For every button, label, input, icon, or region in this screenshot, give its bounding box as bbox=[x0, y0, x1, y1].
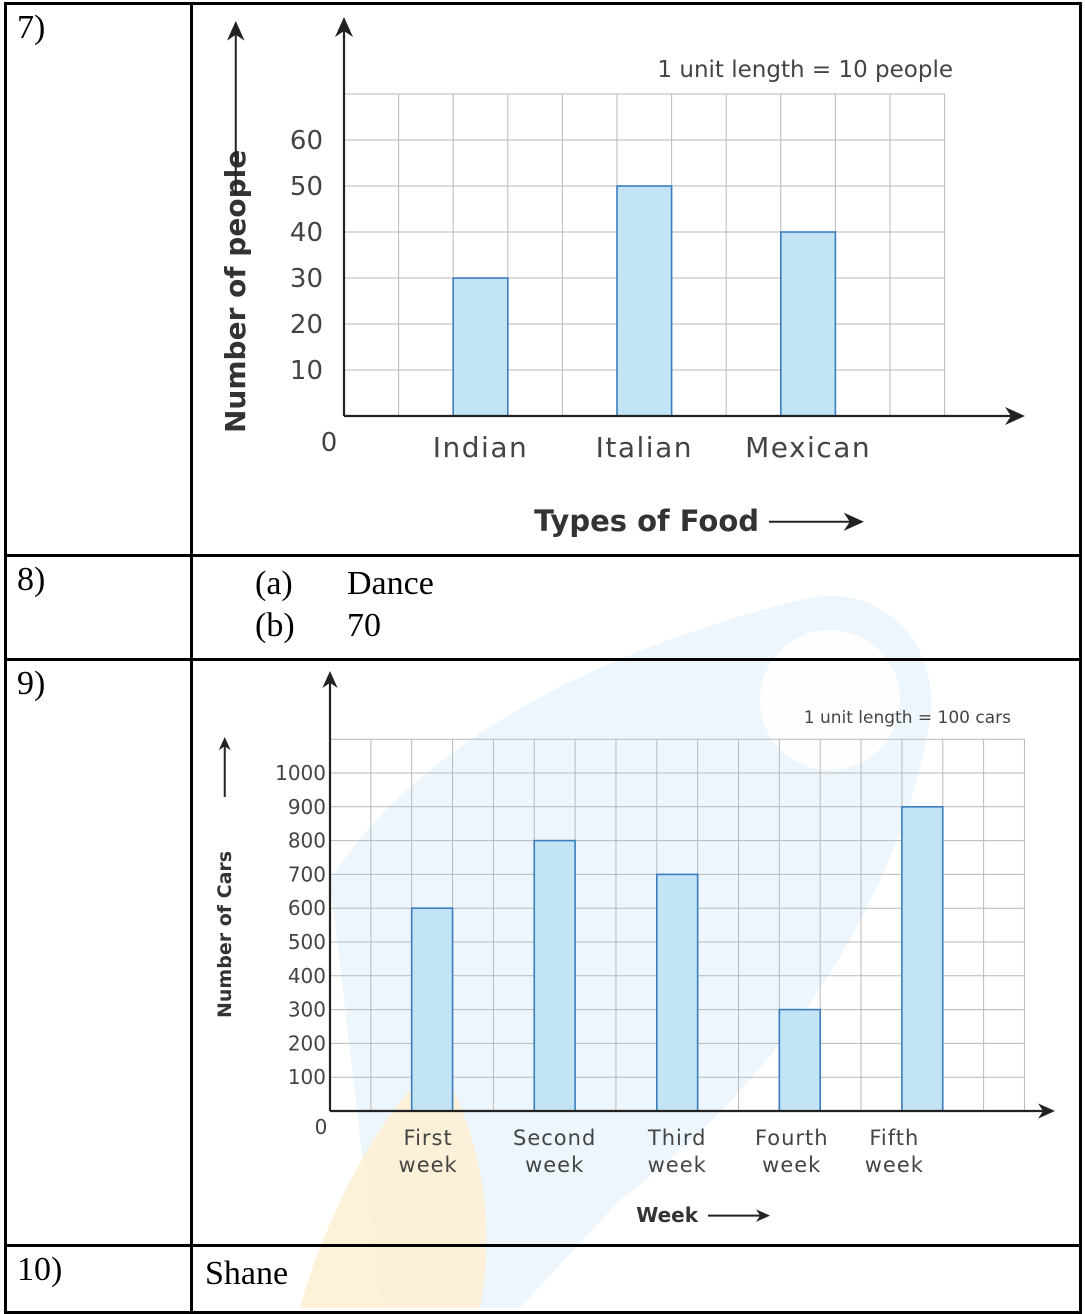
y-axis-title: Number of Cars bbox=[214, 851, 236, 1018]
part-answer: 70 bbox=[347, 607, 381, 644]
cars-bar-chart-svg: 100 200 300 400 500 600 700 800 900 1000 0 First wee… bbox=[214, 671, 1055, 1227]
x-tick-label: week bbox=[762, 1153, 821, 1177]
y-tick-label: 50 bbox=[290, 172, 323, 202]
part-letter: (a) bbox=[255, 565, 293, 602]
origin-label: 0 bbox=[321, 428, 338, 458]
answer-cell: 10 20 30 40 50 60 0 Indian Italian Mexican 1 unit … bbox=[190, 2, 1082, 557]
y-axis-title-arrow bbox=[226, 21, 245, 41]
y-tick-label: 800 bbox=[288, 829, 326, 853]
y-tick-label: 10 bbox=[290, 356, 323, 386]
table-row: 8) (a) Dance (b) 70 bbox=[4, 554, 1082, 661]
y-tick-label: 20 bbox=[290, 310, 323, 340]
answer-cell: Shane bbox=[190, 1244, 1082, 1314]
food-bar-chart: 10 20 30 40 50 60 0 Indian Italian Mexican 1 unit … bbox=[193, 5, 1085, 550]
x-tick-label: Mexican bbox=[745, 431, 871, 464]
part-answer: Dance bbox=[347, 565, 434, 602]
x-tick-label: Italian bbox=[596, 431, 693, 464]
y-tick-label: 400 bbox=[288, 964, 326, 988]
x-axis-title: Week bbox=[636, 1203, 698, 1227]
question-number: 10) bbox=[4, 1244, 193, 1314]
bar bbox=[410, 907, 454, 1112]
y-axis-arrow bbox=[335, 17, 353, 37]
table-row: 10) Shane bbox=[4, 1244, 1082, 1314]
x-tick-label: First bbox=[404, 1126, 453, 1150]
y-axis-title-arrow bbox=[218, 737, 231, 751]
x-tick-label: Third bbox=[647, 1126, 707, 1150]
table-row: 9) 100 200 300 400 500 600 700 800 900 1000 0 First… bbox=[4, 658, 1082, 1247]
answer-table: 7) 10 20 30 40 50 60 0 Indian Italian Mexican 1 un… bbox=[4, 2, 1082, 1314]
x-tick-label: week bbox=[865, 1153, 924, 1177]
answer-cell: (a) Dance (b) 70 bbox=[190, 554, 1082, 661]
y-tick-label: 40 bbox=[290, 218, 323, 248]
bar bbox=[616, 185, 673, 417]
x-tick-label: week bbox=[399, 1153, 458, 1177]
food-bar-chart-svg: 10 20 30 40 50 60 0 Indian Italian Mexican 1 unit … bbox=[219, 17, 1025, 538]
scale-annotation: 1 unit length = 10 people bbox=[657, 57, 953, 83]
x-tick-label: Second bbox=[513, 1126, 596, 1150]
answer-cell: 100 200 300 400 500 600 700 800 900 1000 0 First wee… bbox=[190, 658, 1082, 1247]
x-tick-label: Indian bbox=[433, 431, 528, 464]
y-tick-label: 500 bbox=[288, 930, 326, 954]
y-tick-label: 30 bbox=[290, 264, 323, 294]
y-tick-label: 300 bbox=[288, 998, 326, 1022]
y-tick-label: 100 bbox=[288, 1065, 326, 1089]
x-tick-label: Fourth bbox=[755, 1126, 829, 1150]
x-tick-label: week bbox=[648, 1153, 707, 1177]
x-axis-title-arrow bbox=[843, 512, 864, 531]
bar bbox=[452, 277, 509, 417]
x-axis-title: Types of Food bbox=[534, 504, 759, 538]
bar bbox=[778, 1008, 821, 1112]
question-number: 7) bbox=[4, 2, 193, 557]
x-axis-title-arrow bbox=[756, 1209, 770, 1222]
answer-text: Shane bbox=[205, 1255, 289, 1292]
question-number: 8) bbox=[4, 554, 193, 661]
x-tick-label: week bbox=[525, 1153, 584, 1177]
cars-bar-chart: 100 200 300 400 500 600 700 800 900 1000 0 First wee… bbox=[193, 661, 1085, 1240]
bar bbox=[779, 231, 837, 417]
origin-label: 0 bbox=[315, 1115, 328, 1139]
bar bbox=[655, 873, 699, 1112]
table-row: 7) 10 20 30 40 50 60 0 Indian Italian Mexican 1 un… bbox=[4, 2, 1082, 557]
bar bbox=[533, 839, 576, 1112]
x-axis-arrow bbox=[1005, 407, 1025, 425]
x-axis-arrow bbox=[1038, 1103, 1055, 1119]
y-tick-label: 600 bbox=[288, 896, 326, 920]
y-tick-label: 900 bbox=[288, 795, 326, 819]
y-tick-label: 200 bbox=[288, 1031, 326, 1055]
part-letter: (b) bbox=[255, 607, 295, 644]
y-axis-title: Number of people bbox=[219, 150, 252, 433]
y-tick-label: 1000 bbox=[275, 761, 326, 785]
y-tick-label: 60 bbox=[290, 126, 323, 156]
y-axis-arrow bbox=[322, 671, 338, 688]
x-tick-label: Fifth bbox=[869, 1126, 919, 1150]
question-number: 9) bbox=[4, 658, 193, 1247]
bar bbox=[901, 806, 944, 1112]
scale-annotation: 1 unit length = 100 cars bbox=[804, 708, 1011, 728]
y-tick-label: 700 bbox=[288, 862, 326, 886]
